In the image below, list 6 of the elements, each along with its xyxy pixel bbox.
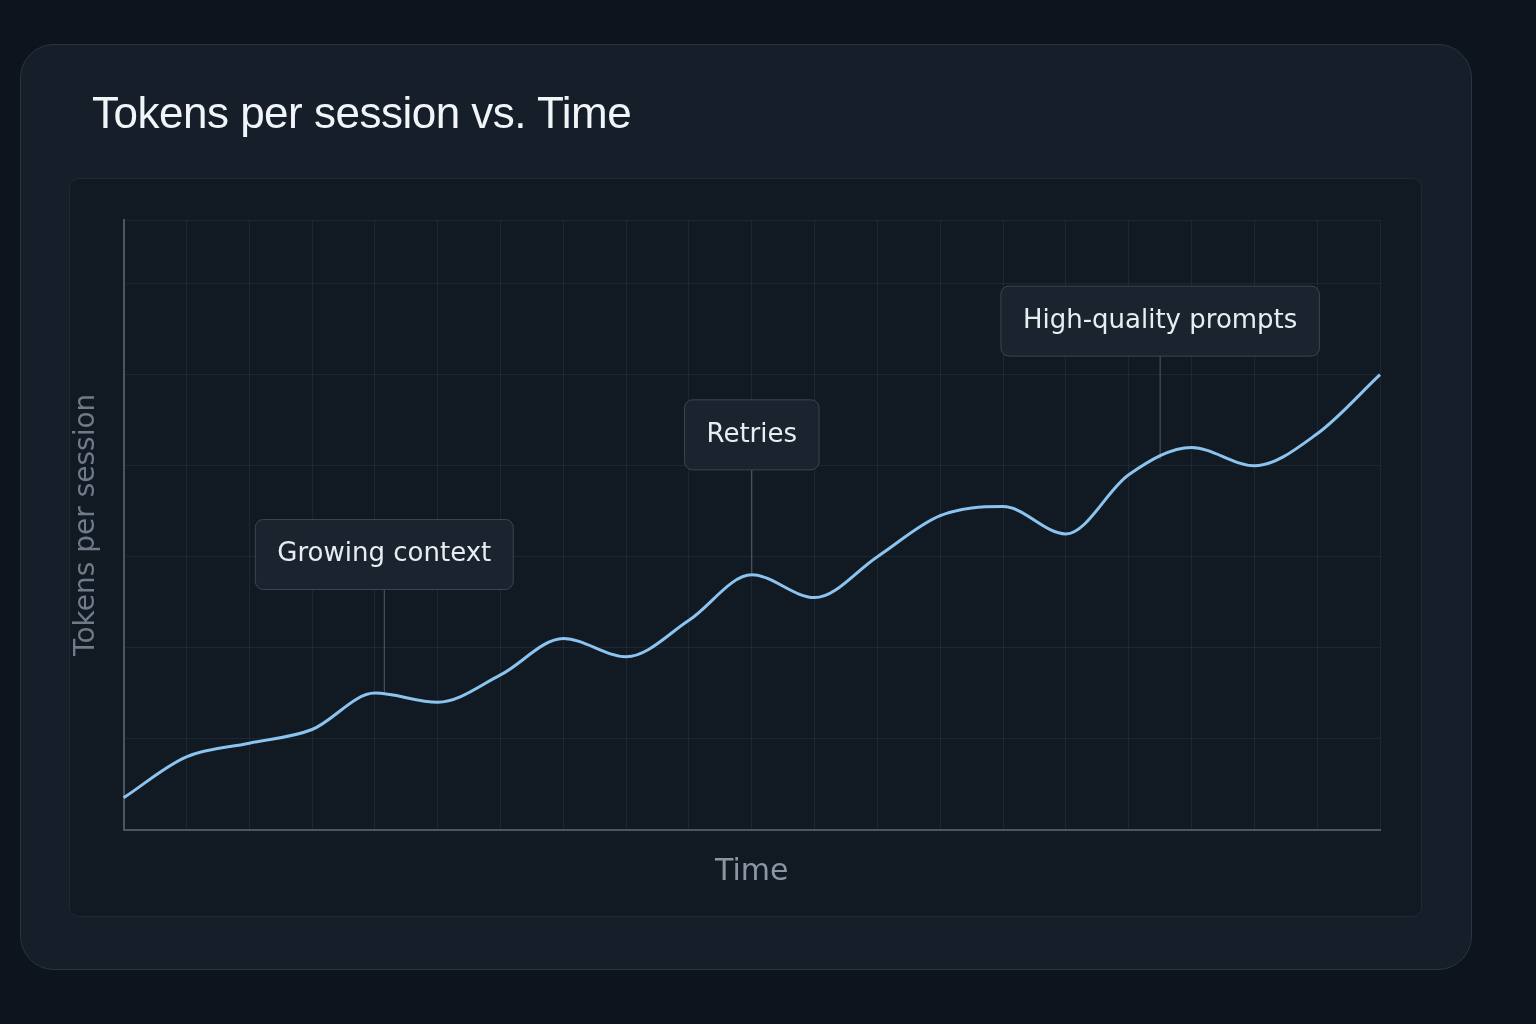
chart-title: Tokens per session vs. Time xyxy=(92,88,632,138)
text: High-quality prompts xyxy=(1022,303,1298,334)
annotation: Retries xyxy=(706,417,798,448)
x-axis-title: Time xyxy=(714,851,789,887)
y-axis-title: Tokens per session xyxy=(68,393,102,657)
annotation: Growing context xyxy=(277,537,492,568)
